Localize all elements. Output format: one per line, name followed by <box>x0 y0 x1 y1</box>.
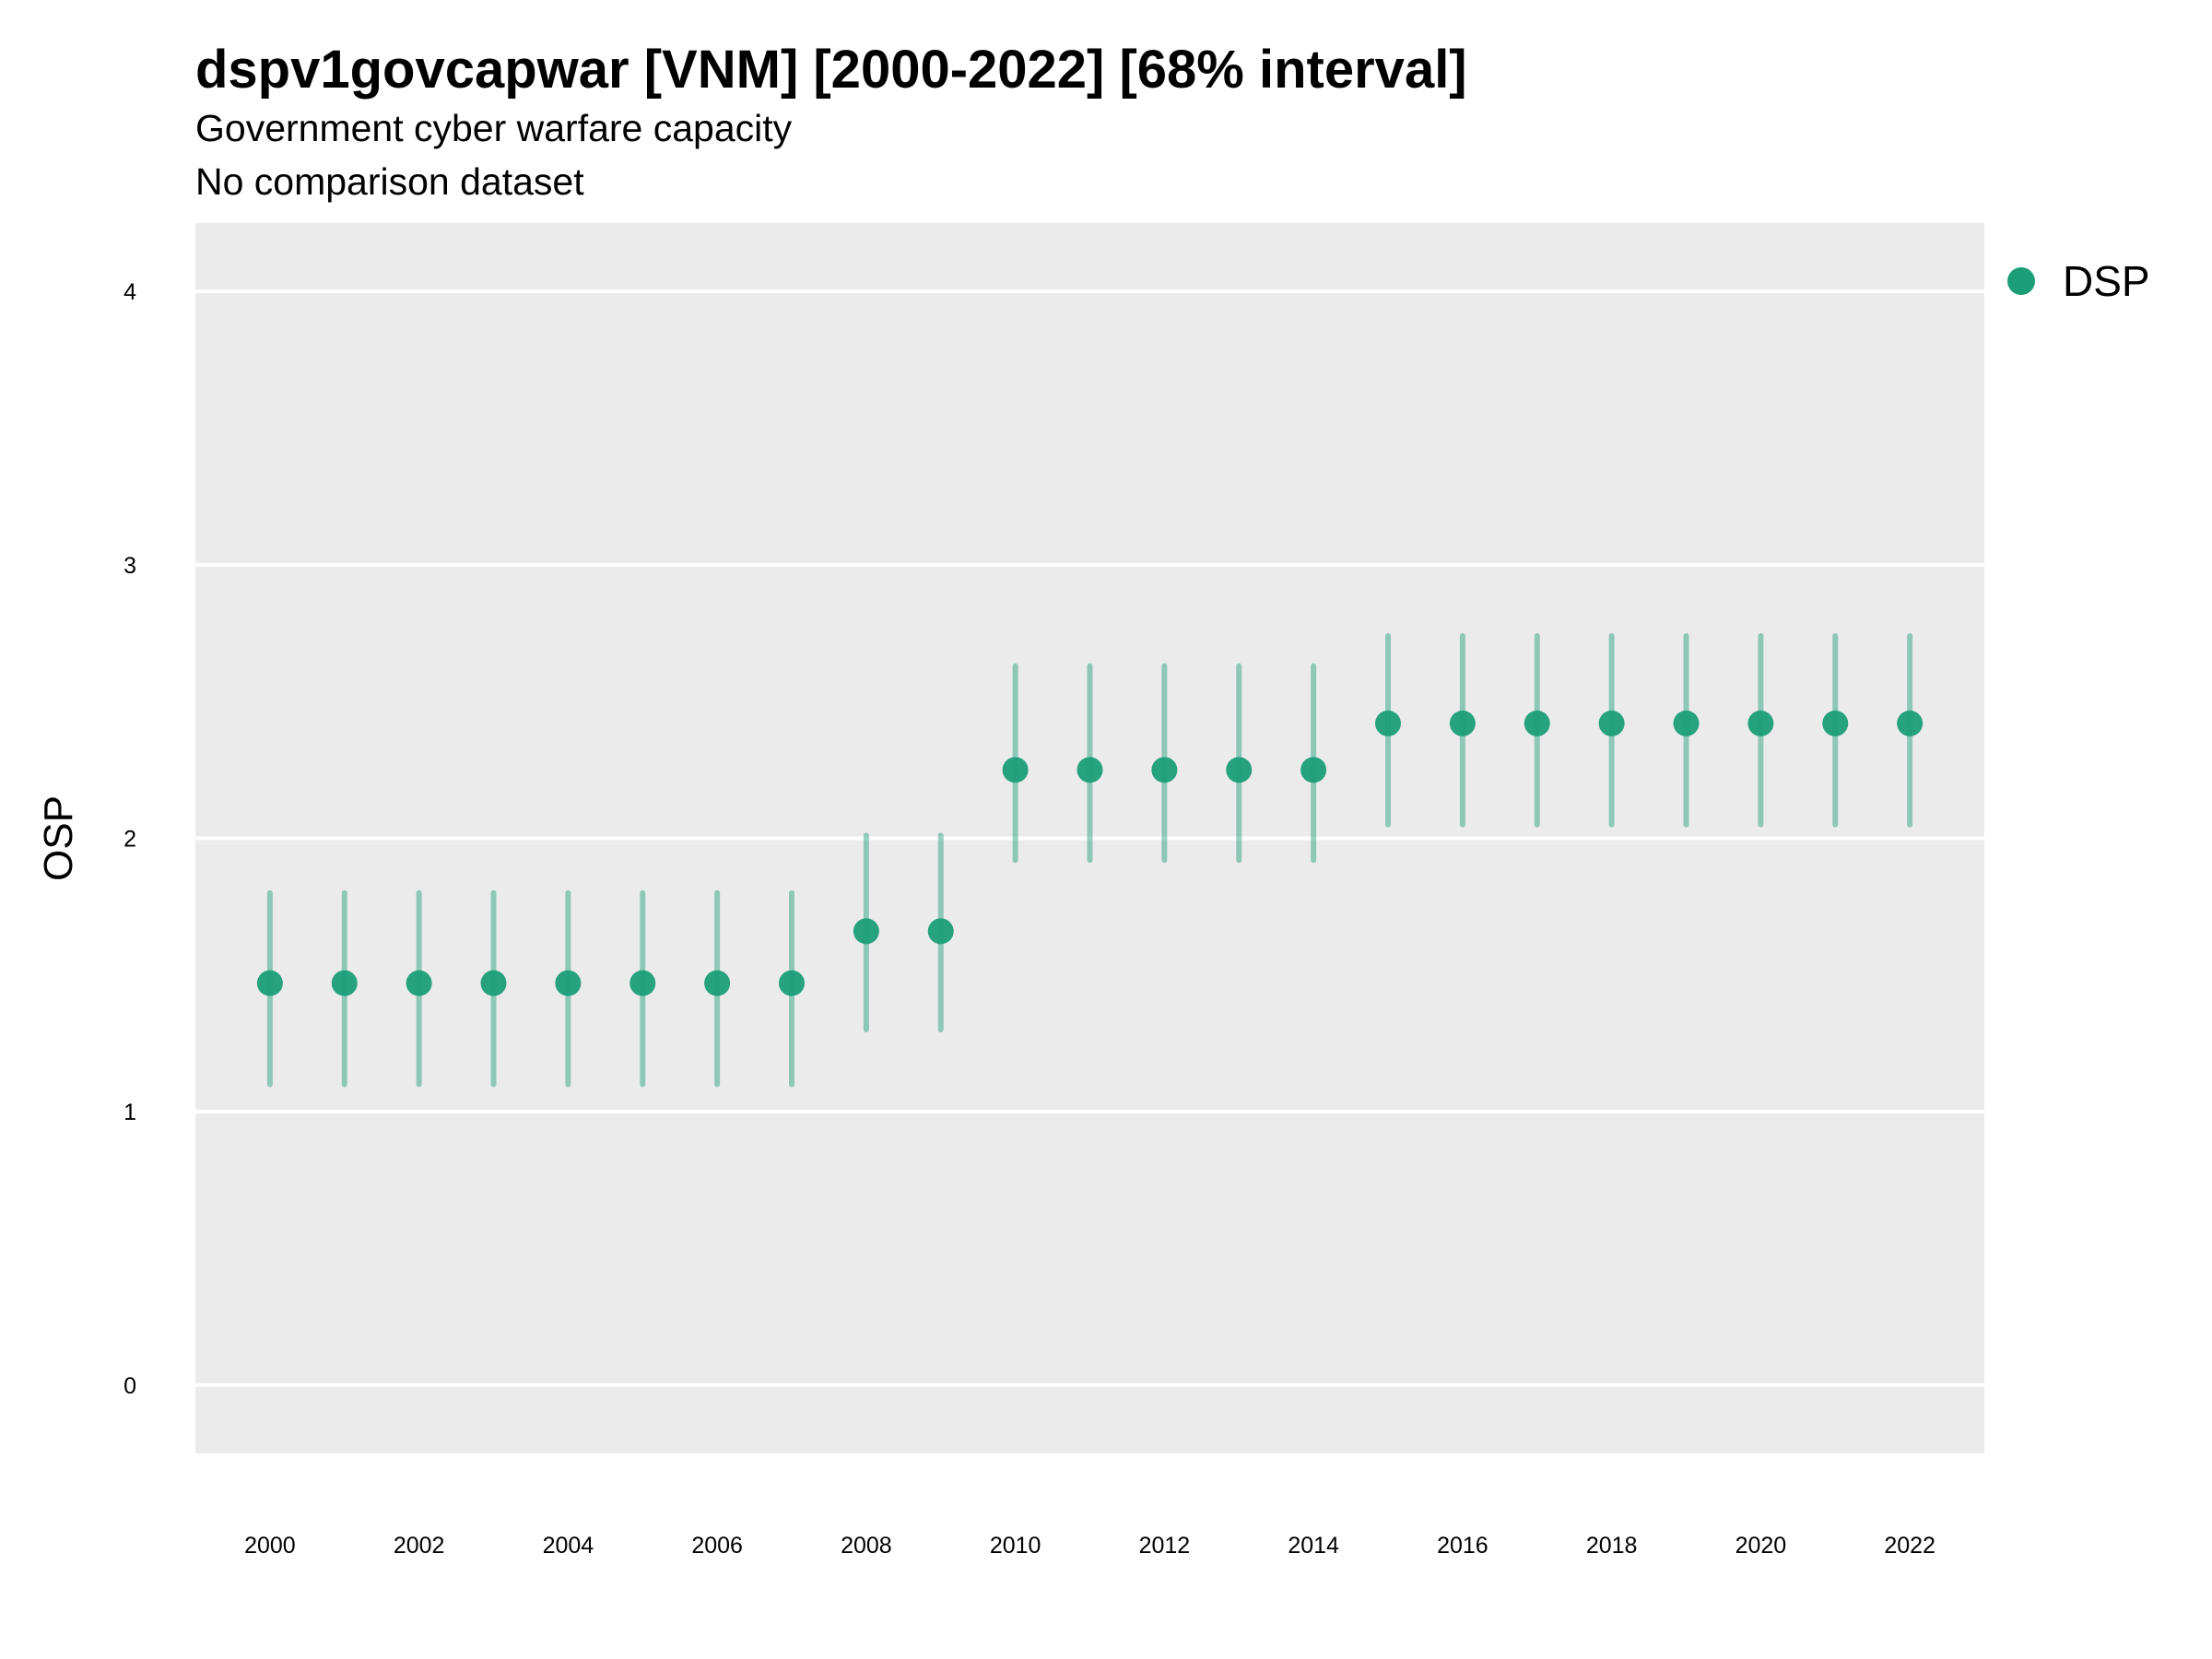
y-tick-label: 0 <box>124 1373 136 1399</box>
data-point <box>1226 757 1253 783</box>
data-point <box>1673 710 1700 736</box>
data-point <box>256 970 283 996</box>
data-point <box>1375 710 1401 736</box>
legend-key-dsp <box>2007 267 2035 295</box>
x-tick-label: 2020 <box>1735 1533 1787 1559</box>
data-point <box>1151 757 1178 783</box>
y-axis-title: OSP <box>36 795 81 881</box>
data-point <box>1822 710 1849 736</box>
x-tick-label: 2016 <box>1437 1533 1488 1559</box>
legend: DSP <box>2007 256 2150 306</box>
data-point <box>331 970 358 996</box>
data-point <box>480 970 507 996</box>
x-tick-label: 2010 <box>990 1533 1041 1559</box>
data-point <box>1002 757 1029 783</box>
data-point <box>629 970 656 996</box>
data-point <box>1077 757 1103 783</box>
data-point <box>704 970 731 996</box>
x-tick-label: 2014 <box>1288 1533 1339 1559</box>
legend-label-dsp: DSP <box>2063 257 2150 305</box>
y-tick-label: 2 <box>124 827 136 853</box>
data-point <box>406 970 432 996</box>
chart-subtitle-1: Government cyber warfare capacity <box>195 107 793 149</box>
chart-title: dspv1govcapwar [VNM] [2000-2022] [68% in… <box>195 40 1467 100</box>
data-point <box>555 970 582 996</box>
y-tick-label: 4 <box>124 279 136 305</box>
y-tick-label: 3 <box>124 553 136 579</box>
y-tick-label: 1 <box>124 1100 136 1125</box>
data-point <box>853 918 879 945</box>
x-tick-label: 2002 <box>394 1533 445 1559</box>
x-tick-label: 2022 <box>1884 1533 1936 1559</box>
chart-subtitle-2: No comparison dataset <box>195 160 584 203</box>
data-point <box>779 970 805 996</box>
x-tick-label: 2012 <box>1139 1533 1191 1559</box>
data-point <box>1449 710 1476 736</box>
x-tick-label: 2004 <box>543 1533 594 1559</box>
x-tick-label: 2000 <box>244 1533 296 1559</box>
data-point <box>927 918 954 945</box>
data-point <box>1300 757 1327 783</box>
data-point <box>1897 710 1924 736</box>
data-point <box>1524 710 1550 736</box>
x-tick-label: 2006 <box>691 1533 743 1559</box>
data-point <box>1747 710 1774 736</box>
x-tick-label: 2018 <box>1586 1533 1638 1559</box>
x-tick-label: 2008 <box>841 1533 892 1559</box>
data-point <box>1598 710 1625 736</box>
